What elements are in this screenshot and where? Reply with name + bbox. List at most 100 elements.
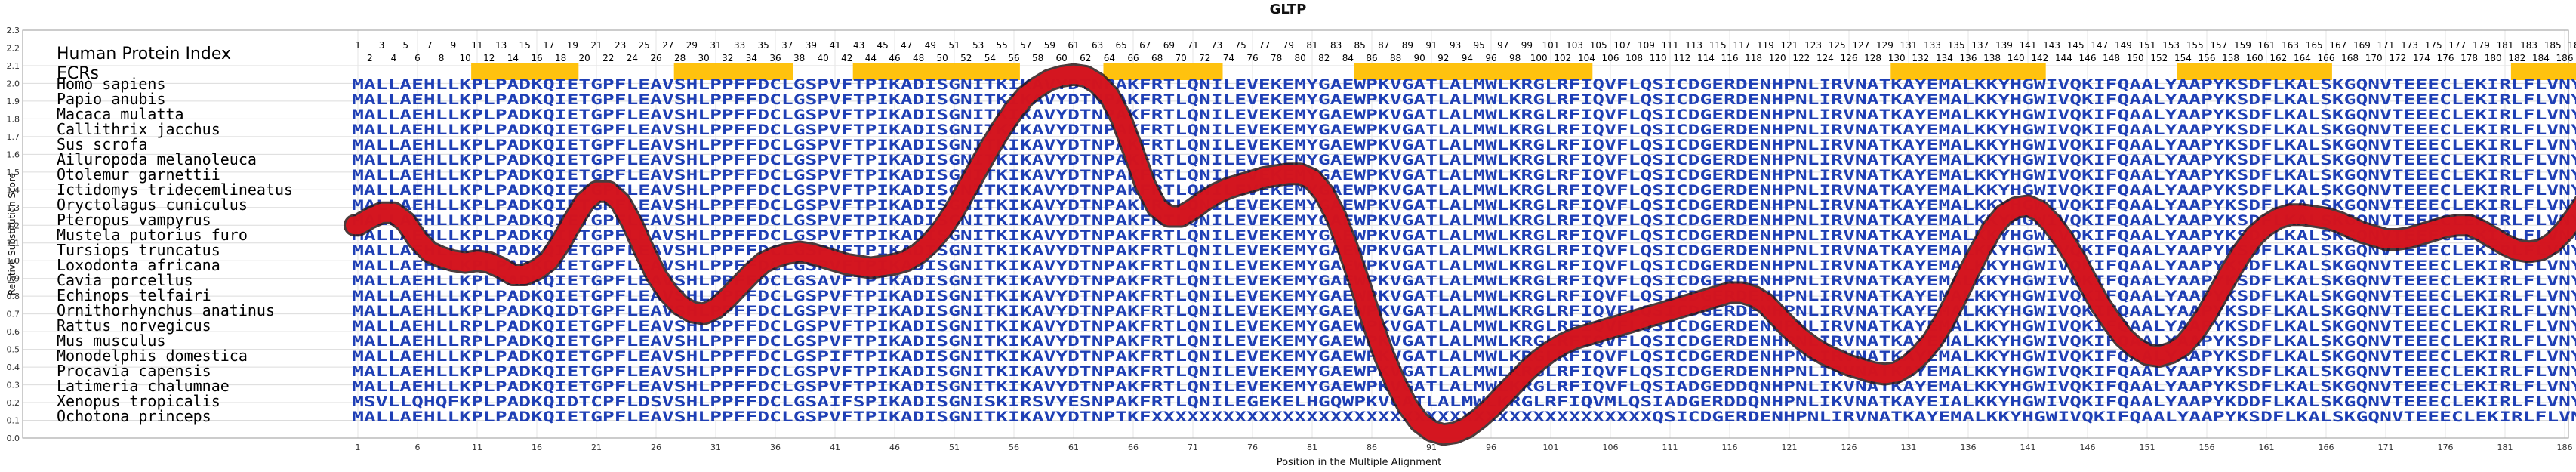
ecr-bar <box>1354 63 1593 80</box>
human-index-number: 103 <box>1566 40 1583 51</box>
y-tick-label: 1.4 <box>7 185 20 195</box>
human-index-number: 176 <box>2437 53 2454 63</box>
x-tick-label: 176 <box>2438 443 2454 452</box>
species-label: Ornithorhynchus anatinus <box>57 301 275 319</box>
human-index-number: 70 <box>1176 53 1187 63</box>
human-index-number: 111 <box>1662 40 1679 51</box>
human-index-number: 76 <box>1246 53 1258 63</box>
human-index-number: 41 <box>829 40 840 51</box>
y-tick-label: 1.8 <box>7 114 20 124</box>
sequence-row: MALLAEHLLKPLPADKQIETGPFLEAVSHLPPFFDCLGSP… <box>352 106 2576 123</box>
sequence-row: MALLAEHLLRPLPADKQIETGPFLEAVSHLPPFFDCLGSP… <box>352 333 2576 350</box>
human-index-number: 83 <box>1330 40 1342 51</box>
human-index-number: 33 <box>734 40 745 51</box>
human-index-number: 183 <box>2520 40 2537 51</box>
sequence-row: MALLAEHLLKPLPADKQIETGPFLEAVSHLPPFFDCLGSP… <box>352 363 2576 380</box>
human-index-number: 28 <box>674 53 686 63</box>
human-index-number: 179 <box>2473 40 2490 51</box>
x-tick-label: 81 <box>1307 443 1317 452</box>
human-index-number: 143 <box>2043 40 2060 51</box>
human-index-number: 164 <box>2294 53 2311 63</box>
human-index-number: 3 <box>379 40 385 51</box>
human-index-number: 169 <box>2353 40 2371 51</box>
ecr-bar <box>1103 63 1223 80</box>
x-tick-label: 41 <box>830 443 840 452</box>
y-tick-label: 2.1 <box>7 61 20 71</box>
x-tick-label: 51 <box>949 443 960 452</box>
human-index-number: 52 <box>960 53 972 63</box>
human-index-number: 87 <box>1378 40 1389 51</box>
sequence-row: MSVLLQHQFKPLPADKQIDTCPFLDSVSHLPPFFDCLGSA… <box>352 393 2576 410</box>
species-label: Callithrix jacchus <box>57 120 220 138</box>
human-index-number: 35 <box>758 40 769 51</box>
human-index-number: 173 <box>2401 40 2418 51</box>
human-index-number: 78 <box>1271 53 1282 63</box>
x-tick-label: 96 <box>1486 443 1496 452</box>
x-tick-label: 21 <box>591 443 602 452</box>
human-index-number: 161 <box>2258 40 2276 51</box>
ecr-bar <box>471 63 579 80</box>
human-index-number: 100 <box>1530 53 1548 63</box>
human-index-number: 27 <box>662 40 673 51</box>
human-index-number: 65 <box>1116 40 1127 51</box>
x-tick-label: 121 <box>1782 443 1798 452</box>
y-tick-label: 1.2 <box>7 221 20 230</box>
sequence-row: MALLAEHLLKPLPADKQIETGPFLEAVSHLPPFFDCLGSA… <box>352 273 2576 289</box>
human-index-number: 160 <box>2246 53 2263 63</box>
human-index-number: 43 <box>853 40 864 51</box>
human-index-number: 46 <box>889 53 900 63</box>
human-index-number: 149 <box>2115 40 2132 51</box>
human-index-number: 107 <box>1613 40 1631 51</box>
human-index-number: 20 <box>579 53 590 63</box>
x-tick-label: 26 <box>651 443 661 452</box>
x-axis: 1 6 11 16 21 26 31 36 41 46 51 56 61 66 71 76 81 86 91 96 10… <box>356 443 2573 452</box>
sequence-row: MALLAEHLLKPLPADKQIETGPFLEAVSHLPPFFDCLGSP… <box>352 137 2576 153</box>
human-index-number: 155 <box>2186 40 2204 51</box>
species-label: Mustela putorius furo <box>57 226 248 244</box>
human-index-number: 180 <box>2485 53 2502 63</box>
human-index-number: 34 <box>746 53 757 63</box>
human-index-number: 62 <box>1080 53 1091 63</box>
human-index-number: 66 <box>1127 53 1139 63</box>
human-index-number: 141 <box>2020 40 2037 51</box>
human-index-number: 159 <box>2234 40 2251 51</box>
human-index-number: 96 <box>1485 53 1496 63</box>
score-line-series <box>346 65 2576 444</box>
human-index-number: 132 <box>1912 53 1929 63</box>
human-index-number: 73 <box>1211 40 1222 51</box>
human-index-number: 6 <box>414 53 421 63</box>
x-tick-label: 86 <box>1367 443 1377 452</box>
human-index-number: 5 <box>402 40 408 51</box>
x-tick-label: 71 <box>1188 443 1198 452</box>
human-index-number: 55 <box>997 40 1008 51</box>
sequence-row: MALLAEHLLKPLPADKQIETGPFLEAVSHLPPFFDCLGSP… <box>352 182 2576 199</box>
human-index-number: 2 <box>367 53 373 63</box>
human-index-number: 104 <box>1578 53 1595 63</box>
human-index-number: 148 <box>2103 53 2120 63</box>
sequence-row: MALLAEHLLKPLPADKQIETGPFLEAVSHLPPFFDCLGSP… <box>352 91 2576 108</box>
x-tick-label: 136 <box>1961 443 1977 452</box>
human-index-number: 68 <box>1151 53 1163 63</box>
x-tick-label: 46 <box>889 443 900 452</box>
human-index-number: 130 <box>1888 53 1906 63</box>
sequence-row: MALLAEHLLKPLPADKQIETGPFLEAVSHLPPFFDCLGSP… <box>352 378 2576 395</box>
human-index-number: 12 <box>483 53 495 63</box>
human-index-number: 116 <box>1721 53 1739 63</box>
human-index-number: 79 <box>1283 40 1294 51</box>
human-index-number: 131 <box>1900 40 1918 51</box>
human-index-number: 51 <box>948 40 960 51</box>
x-tick-label: 166 <box>2319 443 2334 452</box>
human-index-number: 185 <box>2544 40 2562 51</box>
human-index-number: 49 <box>925 40 936 51</box>
y-tick-label: 0.7 <box>7 310 20 319</box>
x-tick-label: 146 <box>2080 443 2096 452</box>
human-index-number: 36 <box>769 53 781 63</box>
human-index-number: 106 <box>1602 53 1619 63</box>
human-index-number: 69 <box>1163 40 1175 51</box>
species-label: Ailuropoda melanoleuca <box>57 150 257 168</box>
y-tick-label: 1.7 <box>7 132 20 142</box>
human-index-number: 24 <box>627 53 638 63</box>
human-index-number: 82 <box>1318 53 1330 63</box>
ecr-bar <box>673 63 793 80</box>
x-tick-label: 36 <box>770 443 781 452</box>
